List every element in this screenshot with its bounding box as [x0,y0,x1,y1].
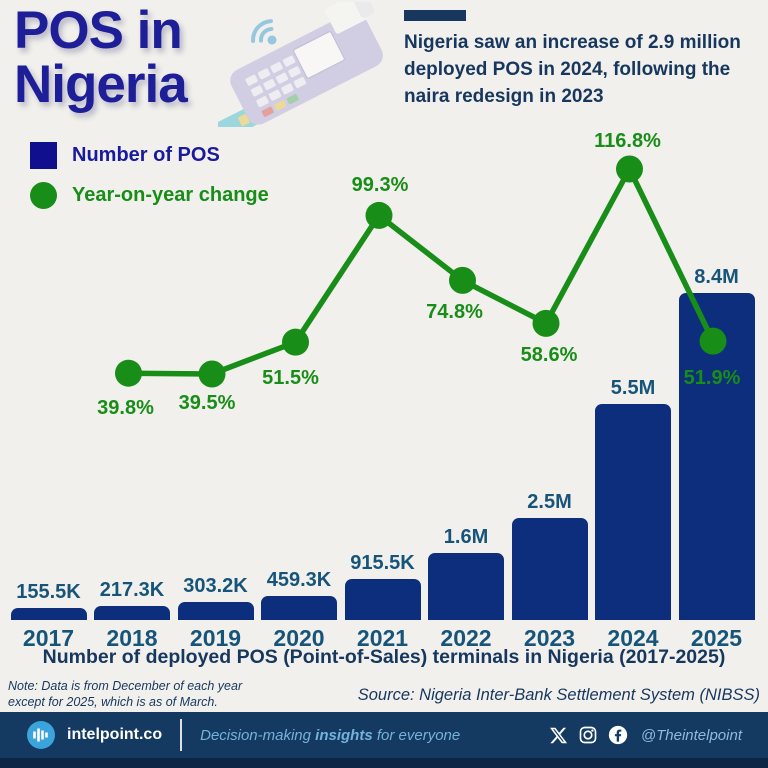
pos-terminal-illustration [218,2,383,127]
pos-keypad [245,55,307,108]
bar-2018 [94,605,170,620]
footer-divider [180,719,183,751]
chart-caption: Number of deployed POS (Point-of-Sales) … [42,646,726,668]
bar-2025 [678,293,755,620]
card-chip-icon [238,114,250,127]
bar-2020 [261,596,337,620]
footer-bar: intelpoint.co Decision-making insights f… [0,712,768,768]
bar-value-label-2017: 155.5K [16,581,81,604]
x-twitter-icon[interactable] [549,726,568,745]
bar-value-label-2024: 5.5M [610,376,656,399]
bar-value-label-2022: 1.6M [443,525,489,548]
footer-content: intelpoint.co Decision-making insights f… [0,712,768,758]
bar-2017 [10,608,87,620]
bar-2022 [428,552,504,620]
x-axis-label-2024: 2024 [607,625,659,651]
bar-value-label-2023: 2.5M [527,491,572,514]
footer-brand-block: intelpoint.co Decision-making insights f… [26,719,460,751]
header-right-block: Nigeria saw an increase of 2.9 million d… [404,10,764,111]
legend-label-number-of-pos: Number of POS [72,144,220,166]
x-axis-label-2022: 2022 [440,625,492,651]
equalizer-bars-icon [33,728,48,742]
footnote-text: Note: Data is from December of each year… [8,679,243,710]
page-title-line2: Nigeria [14,55,188,115]
intelpoint-logo-icon [27,721,55,749]
footer-bottom-strip [0,758,768,768]
footer-social-block: @Theintelpoint [549,725,742,745]
bar-value-label-2025: 8.4M [694,266,739,288]
x-axis-label-2025: 2025 [690,625,743,651]
contactless-wifi-icon [251,19,277,45]
brand-name: intelpoint.co [67,726,163,743]
pos-screen [293,31,345,79]
bar-value-label-2021: 915.5K [350,552,415,574]
x-axis-label-2020: 2020 [273,625,325,651]
accent-bar [404,10,466,21]
footer-tagline: Decision-making insights for everyone [200,726,461,744]
bar-2021 [344,579,421,620]
instagram-icon[interactable] [578,725,598,745]
subtitle-text: Nigeria saw an increase of 2.9 million d… [404,32,741,107]
page-title-line1: POS in [14,1,183,60]
bar-value-label-2019: 303.2K [183,575,248,598]
x-axis-label-2019: 2019 [189,625,242,651]
bar-swatch-icon [30,142,57,169]
pos-terminal-icon [218,2,383,127]
bar-2019 [177,602,254,620]
bar-2023 [511,518,588,620]
x-axis-label-2018: 2018 [106,625,158,651]
source-text: Source: Nigeria Inter-Bank Settlement Sy… [357,686,760,704]
x-axis-label-2021: 2021 [356,625,409,651]
x-axis-label-2023: 2023 [523,625,576,651]
x-axis-label-2017: 2017 [22,625,75,651]
facebook-icon[interactable] [608,725,628,745]
social-handle: @Theintelpoint [640,726,742,744]
line-swatch-icon [30,182,57,209]
bar-value-label-2020: 459.3K [266,569,332,592]
bar-value-label-2018: 217.3K [99,578,165,601]
legend-item-number-of-pos: Number of POS [30,142,269,169]
page-title: POS in Nigeria [14,1,188,115]
bar-2024 [595,403,671,620]
